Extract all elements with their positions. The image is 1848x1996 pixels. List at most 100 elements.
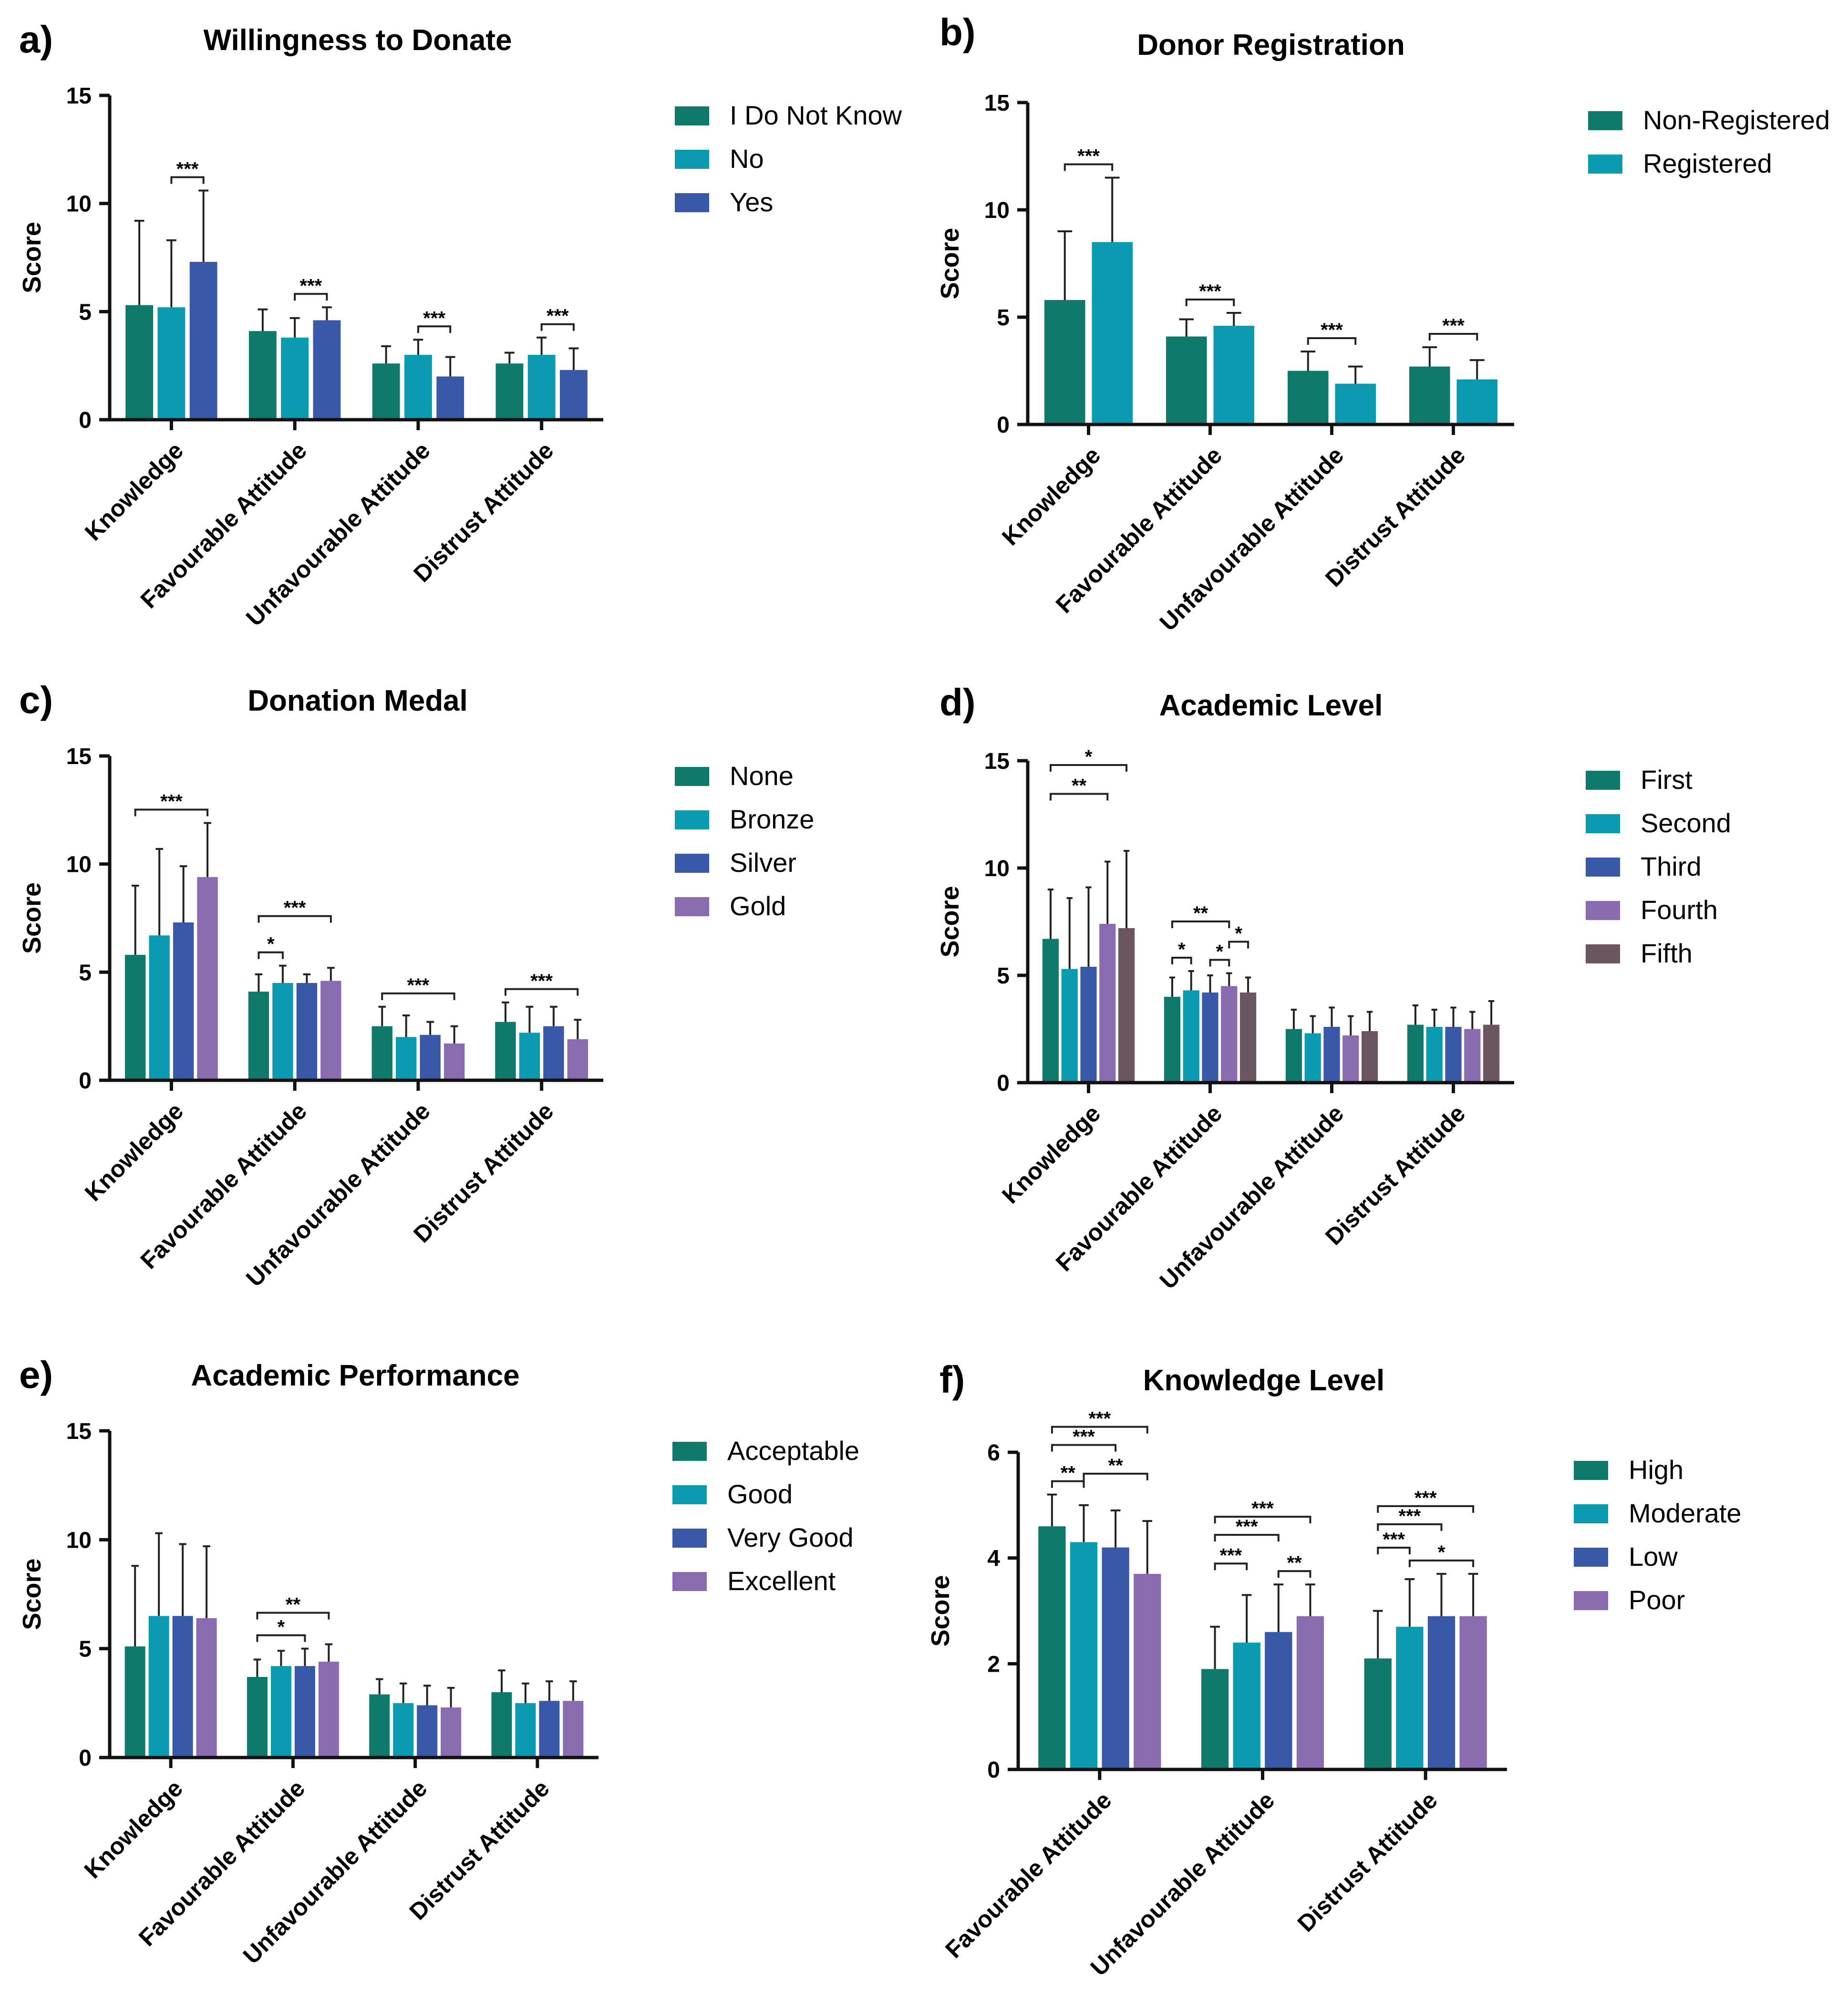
x-tick-label: Unfavourable Attitude <box>1085 1787 1280 1981</box>
bar-f-1-0 <box>1070 1542 1098 1769</box>
bar-c-0-3 <box>495 1022 516 1080</box>
significance-bracket <box>1377 1505 1475 1513</box>
bar-c-0-2 <box>372 1026 392 1080</box>
bar-e-3-2 <box>441 1707 462 1758</box>
significance-label: *** <box>1251 1498 1274 1519</box>
bar-d-0-2 <box>1285 1029 1302 1083</box>
legend-label: Bronze <box>730 804 814 834</box>
bar-d-1-3 <box>1426 1027 1443 1083</box>
significance-bracket <box>134 808 209 817</box>
legend-label: Very Good <box>727 1522 854 1552</box>
legend-label: High <box>1629 1455 1683 1485</box>
y-tick-label: 5 <box>79 300 92 325</box>
panel-label: a) <box>19 18 53 61</box>
x-tick-label: Distrust Attitude <box>1292 1787 1443 1937</box>
significance-bracket <box>1049 793 1109 801</box>
legend-swatch <box>1574 1461 1608 1480</box>
significance-label: *** <box>299 275 322 296</box>
significance-bracket <box>1277 1570 1311 1578</box>
significance-label: * <box>1178 939 1186 960</box>
significance-bracket <box>258 915 332 923</box>
bar-e-2-2 <box>417 1705 438 1758</box>
bar-c-2-3 <box>543 1026 564 1080</box>
y-tick-label: 0 <box>79 1746 92 1771</box>
x-tick-label: Knowledge <box>79 1775 188 1883</box>
chart-panel-a: a) Willingness to Donate Score 0 5 10 15 Knowle… <box>18 18 902 631</box>
significance-bracket <box>1214 1534 1280 1542</box>
significance-bracket <box>1171 920 1230 928</box>
bar-c-0-0 <box>124 955 146 1080</box>
y-tick-label: 10 <box>66 192 92 217</box>
bar-c-2-1 <box>296 983 318 1080</box>
bar-d-1-2 <box>1304 1033 1321 1083</box>
bar-e-0-1 <box>247 1677 268 1758</box>
legend-label: None <box>730 761 794 791</box>
significance-label: * <box>1216 941 1224 962</box>
y-tick-label: 6 <box>987 1440 1000 1466</box>
significance-bracket <box>1185 299 1235 306</box>
significance-label: * <box>278 1617 285 1638</box>
legend-label: Silver <box>730 848 796 878</box>
significance-label: ** <box>1108 1455 1124 1476</box>
significance-label: ** <box>286 1594 301 1615</box>
significance-label: *** <box>160 791 183 812</box>
legend-swatch <box>1574 1504 1608 1523</box>
bar-e-1-1 <box>270 1666 291 1758</box>
bar-e-3-0 <box>196 1618 217 1758</box>
y-tick-label: 10 <box>984 198 1010 223</box>
y-tick-label: 15 <box>66 1419 92 1444</box>
legend-swatch <box>1586 771 1620 790</box>
significance-bracket <box>294 293 328 301</box>
bar-d-2-2 <box>1323 1027 1340 1083</box>
significance-label: *** <box>1199 281 1221 302</box>
significance-label: *** <box>1383 1529 1405 1550</box>
legend-swatch <box>672 1485 707 1504</box>
chart-title: Academic Level <box>1159 689 1383 722</box>
bar-a-2-3 <box>559 370 588 420</box>
legend-swatch <box>1586 901 1620 920</box>
bar-d-1-1 <box>1183 990 1199 1083</box>
bar-f-2-2 <box>1427 1616 1456 1769</box>
y-tick-label: 10 <box>66 852 92 878</box>
chart-title: Willingness to Donate <box>203 24 512 57</box>
y-axis-label: Score <box>936 228 964 299</box>
y-axis-label: Score <box>18 882 46 954</box>
legend-swatch <box>675 897 709 916</box>
legend-swatch <box>1586 814 1620 833</box>
significance-bracket <box>1377 1523 1443 1531</box>
bar-c-3-2 <box>444 1043 465 1080</box>
significance-bracket <box>381 992 455 1000</box>
y-tick-label: 4 <box>987 1546 1000 1572</box>
y-tick-label: 15 <box>984 91 1010 116</box>
x-tick-label: Knowledge <box>80 1097 188 1206</box>
significance-bracket <box>1051 1480 1085 1488</box>
significance-bracket <box>1209 959 1230 967</box>
bar-a-2-2 <box>436 376 465 420</box>
y-tick-label: 2 <box>987 1652 1000 1677</box>
x-tick-label: Favourable Attitude <box>940 1787 1116 1963</box>
legend-swatch <box>675 767 709 786</box>
legend-swatch <box>675 106 709 125</box>
x-tick-label: Knowledge <box>80 437 188 546</box>
significance-bracket <box>258 951 284 959</box>
significance-bracket <box>1051 1426 1148 1434</box>
bar-d-2-0 <box>1080 967 1097 1083</box>
bar-b-1-1 <box>1213 326 1254 424</box>
y-tick-label: 15 <box>66 83 92 109</box>
bar-d-2-1 <box>1202 993 1218 1083</box>
chart-panel-e: e) Academic Performance Score 0 5 10 15 Knowled… <box>18 1354 859 1969</box>
legend-swatch <box>672 1572 707 1591</box>
significance-bracket <box>256 1634 306 1642</box>
legend-label: First <box>1641 765 1693 795</box>
legend-label: Poor <box>1629 1585 1685 1615</box>
bar-b-1-3 <box>1456 379 1497 424</box>
legend-label: Fourth <box>1641 895 1718 925</box>
y-axis-label: Score <box>18 222 46 293</box>
bar-a-1-2 <box>404 355 432 420</box>
significance-label: *** <box>547 306 569 327</box>
chart-title: Donation Medal <box>248 684 468 717</box>
panel-label: b) <box>939 11 976 53</box>
significance-label: * <box>1438 1542 1445 1563</box>
legend-label: Fifth <box>1641 938 1693 968</box>
